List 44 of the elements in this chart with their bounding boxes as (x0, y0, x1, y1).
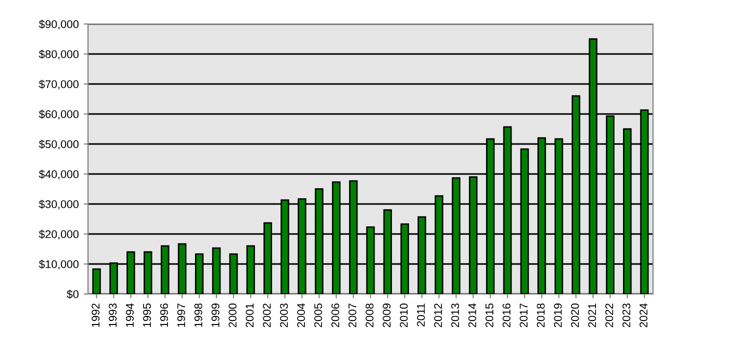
bar (92, 268, 101, 294)
x-tick-label: 2023 (622, 304, 630, 328)
y-tick-label: $70,000 (38, 80, 79, 90)
x-tick-label: 2015 (485, 303, 494, 328)
x-tick-label: 2002 (262, 304, 271, 328)
x-tick-label: 2009 (382, 304, 391, 328)
x-tick-label: 2001 (246, 304, 254, 328)
y-tick-label: $30,000 (38, 200, 79, 210)
x-tick-label: 2004 (297, 303, 305, 328)
x-tick-label: 2011 (416, 304, 425, 326)
x-tick-label: 2016 (502, 304, 510, 328)
y-tick-label: $60,000 (38, 110, 79, 120)
x-tick-label: 2013 (451, 304, 460, 328)
y-tick-label: $90,000 (38, 20, 79, 30)
x-tick-label: 2005 (314, 303, 322, 328)
x-tick-label: 2018 (536, 304, 545, 328)
x-tick-label: 2007 (348, 304, 356, 328)
x-tick-label: 2014 (468, 303, 476, 328)
y-tick-label: $20,000 (38, 230, 79, 240)
x-tick-label: 2008 (366, 304, 374, 328)
y-tick-label: $40,000 (38, 170, 79, 180)
x-tick-label: 2017 (520, 304, 528, 328)
y-tick-label: $10,000 (38, 260, 79, 270)
x-tick-label: 1996 (160, 304, 168, 327)
x-tick-label: 1998 (194, 304, 202, 327)
x-tick-label: 2020 (571, 303, 579, 328)
x-tick-label: 1992 (92, 304, 100, 327)
x-tick-label: 2019 (554, 304, 562, 328)
x-tick-label: 2003 (280, 304, 288, 328)
y-tick-label: $80,000 (38, 50, 79, 60)
x-tick-label: 1994 (126, 303, 134, 327)
y-tick-label: $0 (66, 290, 79, 299)
y-tick-label: $50,000 (38, 140, 79, 150)
x-tick-label: 2012 (434, 304, 442, 328)
x-tick-label: 2021 (588, 304, 596, 328)
x-tick-label: 1999 (212, 304, 220, 327)
x-tick-label: 2010 (400, 303, 408, 328)
x-tick-label: 1995 (143, 303, 151, 327)
x-tick-label: 2022 (605, 304, 614, 328)
x-tick-label: 2006 (331, 304, 340, 328)
x-tick-label: 1993 (108, 304, 117, 327)
x-tick-label: 1997 (177, 304, 186, 327)
x-tick-label: 2000 (228, 303, 237, 328)
x-tick-label: 2024 (640, 303, 648, 328)
